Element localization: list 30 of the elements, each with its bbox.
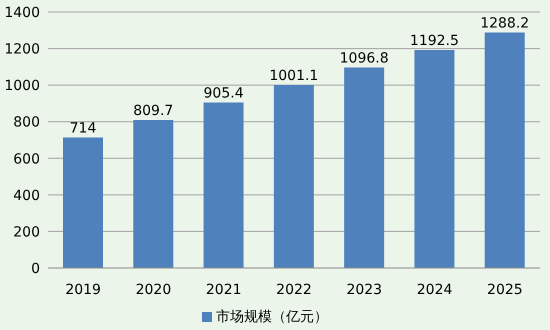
- x-tick-label: 2025: [487, 282, 523, 298]
- x-tick-label: 2022: [276, 282, 312, 298]
- data-label: 1001.1: [269, 68, 318, 84]
- data-label: 714: [70, 120, 96, 136]
- bar: [63, 137, 103, 268]
- bar: [484, 32, 525, 268]
- bar: [133, 120, 174, 268]
- x-tick-label: 2020: [136, 282, 172, 298]
- y-tick-label: 1200: [4, 42, 40, 58]
- x-tick-label: 2024: [416, 282, 452, 298]
- data-label: 1192.5: [410, 32, 459, 49]
- y-tick-label: 800: [13, 114, 40, 131]
- data-label: 1288.2: [480, 15, 530, 32]
- y-tick-label: 600: [13, 151, 40, 168]
- y-tick-label: 0: [31, 260, 40, 277]
- y-tick-label: 1400: [4, 4, 40, 21]
- bar: [204, 102, 244, 268]
- y-tick-label: 200: [13, 224, 40, 240]
- y-tick-label: 400: [13, 188, 40, 204]
- data-label: 809.7: [133, 102, 174, 119]
- data-label: 1096.8: [340, 50, 389, 66]
- legend-label: 市场规模（亿元）: [216, 309, 328, 325]
- x-tick-label: 2023: [346, 282, 382, 298]
- bar: [344, 67, 384, 268]
- x-tick-label: 2021: [206, 282, 242, 298]
- x-tick-label: 2019: [65, 282, 101, 298]
- bar: [274, 84, 314, 268]
- data-label: 905.4: [204, 85, 244, 102]
- bar: [414, 50, 454, 268]
- y-tick-label: 1000: [4, 78, 40, 94]
